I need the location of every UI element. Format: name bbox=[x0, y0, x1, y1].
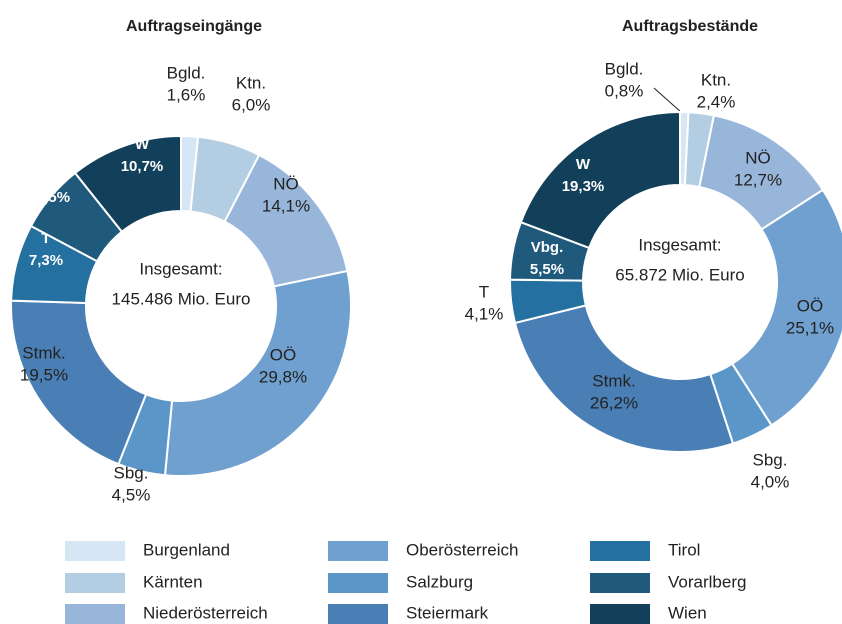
segment-label: NÖ bbox=[273, 174, 299, 193]
legend-swatch bbox=[328, 573, 388, 593]
value-label: 1,6% bbox=[167, 85, 206, 104]
leader-line bbox=[653, 87, 683, 114]
segment-label: T bbox=[41, 230, 50, 247]
segment-label: Sbg. bbox=[114, 463, 149, 482]
segment-label: OÖ bbox=[270, 345, 296, 364]
value-label: 12,7% bbox=[734, 170, 782, 189]
legend-label: Tirol bbox=[668, 540, 700, 559]
segment-label: W bbox=[576, 156, 591, 173]
donut-segment bbox=[10, 299, 148, 466]
value-label: 4,1% bbox=[465, 304, 504, 323]
legend-swatch bbox=[65, 604, 125, 624]
value-label: 5,5% bbox=[530, 261, 564, 278]
value-label: 14,1% bbox=[262, 196, 310, 215]
chart-title: Auftragseingänge bbox=[126, 18, 262, 35]
segment-label: Ktn. bbox=[236, 73, 266, 92]
chart-title: Auftragsbestände bbox=[622, 18, 758, 35]
legend-label: Oberösterreich bbox=[406, 540, 518, 559]
segment-label: T bbox=[479, 282, 489, 301]
legend-swatch bbox=[590, 541, 650, 561]
center-label: 145.486 Mio. Euro bbox=[112, 289, 251, 308]
legend-label: Wien bbox=[668, 603, 707, 622]
segment-label: Sbg. bbox=[753, 450, 788, 469]
value-label: 2,4% bbox=[697, 92, 736, 111]
value-label: 25,1% bbox=[786, 318, 834, 337]
donut-segment bbox=[513, 304, 735, 453]
legend-label: Kärnten bbox=[143, 572, 203, 591]
segment-label: Bgld. bbox=[605, 59, 644, 78]
value-label: 0,8% bbox=[605, 81, 644, 100]
legend-swatch bbox=[328, 541, 388, 561]
legend-swatch bbox=[328, 604, 388, 624]
segment-label: Vbg. bbox=[37, 167, 70, 184]
value-label: 4,0% bbox=[751, 472, 790, 491]
legend-label: Steiermark bbox=[406, 603, 489, 622]
donut-segment bbox=[73, 134, 182, 234]
segment-label: Ktn. bbox=[701, 70, 731, 89]
legend-swatch bbox=[590, 604, 650, 624]
segment-label: Stmk. bbox=[22, 343, 65, 362]
segment-label: Vbg. bbox=[531, 239, 564, 256]
center-label: Insgesamt: bbox=[139, 259, 222, 278]
value-label: 10,7% bbox=[121, 158, 164, 175]
value-label: 6,5% bbox=[36, 189, 70, 206]
value-label: 7,3% bbox=[29, 252, 63, 269]
legend-swatch bbox=[65, 541, 125, 561]
legend-label: Niederösterreich bbox=[143, 603, 268, 622]
donut-segment bbox=[163, 269, 352, 477]
legend-label: Salzburg bbox=[406, 572, 473, 591]
center-label: Insgesamt: bbox=[638, 235, 721, 254]
value-label: 26,2% bbox=[590, 393, 638, 412]
segment-label: OÖ bbox=[797, 296, 823, 315]
legend-swatch bbox=[590, 573, 650, 593]
donut-segment bbox=[519, 110, 681, 250]
value-label: 29,8% bbox=[259, 367, 307, 386]
legend-swatch bbox=[65, 573, 125, 593]
donut-segment bbox=[730, 188, 842, 427]
legend-label: Vorarlberg bbox=[668, 572, 746, 591]
center-label: 65.872 Mio. Euro bbox=[615, 265, 744, 284]
legend-label: Burgenland bbox=[143, 540, 230, 559]
value-label: 6,0% bbox=[232, 95, 271, 114]
value-label: 19,3% bbox=[562, 178, 605, 195]
segment-label: Stmk. bbox=[592, 371, 635, 390]
value-label: 19,5% bbox=[20, 365, 68, 384]
value-label: 4,5% bbox=[112, 485, 151, 504]
segment-label: NÖ bbox=[745, 148, 771, 167]
segment-label: W bbox=[135, 136, 150, 153]
segment-label: Bgld. bbox=[167, 63, 206, 82]
